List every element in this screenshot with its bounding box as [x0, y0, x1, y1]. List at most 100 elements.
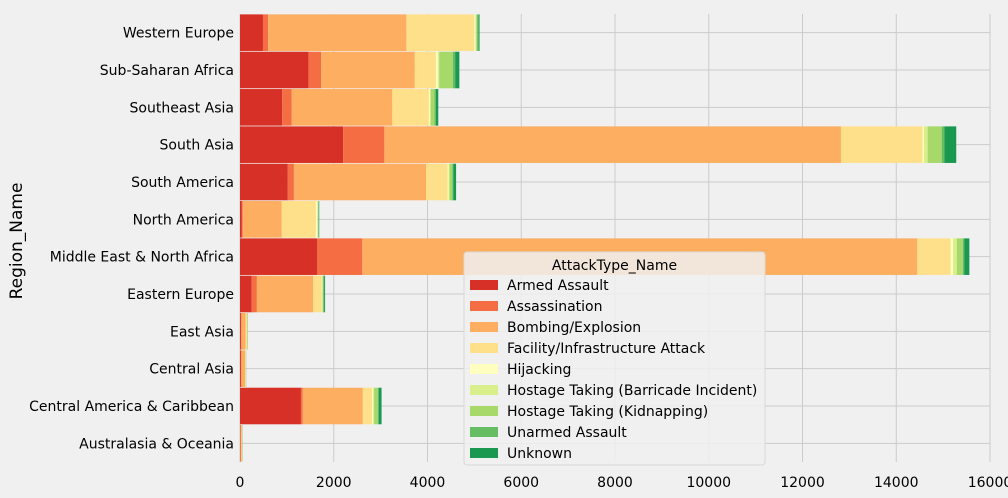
x-tick-label: 8000 [597, 475, 633, 491]
legend-entry: Armed Assault [507, 278, 609, 294]
bar-segment [302, 387, 363, 425]
x-tick-label: 2000 [316, 475, 352, 491]
x-tick-label: 10000 [686, 475, 731, 491]
bar-segment [240, 201, 242, 238]
bar-segment [262, 14, 269, 51]
y-tick-label: Middle East & North Africa [50, 250, 234, 266]
bar-segment [435, 51, 438, 89]
bar-segment [392, 89, 429, 126]
bar-segment [435, 89, 439, 126]
y-tick-label: North America [133, 212, 234, 228]
bar-segment [474, 14, 476, 51]
bar-segment [384, 126, 841, 163]
bar-segment [453, 163, 457, 201]
y-tick-label: Central America & Caribbean [29, 399, 234, 415]
legend-entry: Facility/Infrastructure Attack [507, 341, 706, 357]
bar-segment [406, 14, 475, 51]
bar-segment [927, 126, 942, 163]
bar-segment [291, 89, 393, 126]
y-tick-labels: Western Europe Sub-Saharan Africa Southeas… [29, 26, 234, 453]
bar-segment [240, 313, 241, 350]
bar-segment [240, 163, 288, 201]
bar-segment [426, 163, 448, 201]
bar-segment [251, 275, 257, 313]
bar-segment [439, 51, 453, 89]
bar-segment [430, 89, 435, 126]
legend-swatch [470, 385, 498, 395]
legend-entry: Unarmed Assault [507, 425, 627, 441]
bar-segment [323, 275, 325, 313]
bar-segment [362, 387, 373, 425]
bar-segment [452, 51, 456, 89]
bar-segment [944, 126, 957, 163]
bar-segment [287, 163, 294, 201]
legend-swatch [470, 301, 498, 311]
bar-segment [241, 201, 243, 238]
x-tick-label: 16000 [968, 475, 1008, 491]
x-tick-label: 6000 [503, 475, 539, 491]
bar-segment [941, 126, 945, 163]
bar-segment [414, 51, 436, 89]
bar-segment [378, 387, 382, 425]
legend-swatch [470, 406, 498, 416]
legend-entry: Unknown [507, 446, 572, 462]
bar-segment [281, 201, 316, 238]
legend-swatch [470, 427, 498, 437]
bar-segment [240, 387, 301, 425]
bar-segment [477, 14, 479, 51]
bar-segment [455, 51, 460, 89]
bar-segment [240, 425, 242, 462]
y-tick-label: Southeast Asia [130, 100, 234, 116]
y-axis-label: Region_Name [7, 183, 27, 300]
bar-segment [917, 238, 951, 275]
bar-segment [447, 163, 449, 201]
bar-segment [434, 89, 436, 126]
bar-segment [449, 163, 453, 201]
bar-segment [372, 387, 374, 425]
bar-segment [478, 14, 480, 51]
bar-segment [964, 238, 970, 275]
legend-entry: Hostage Taking (Kidnapping) [507, 404, 708, 420]
legend-swatch [470, 343, 498, 353]
legend-entry: Hijacking [507, 362, 571, 378]
grid [239, 14, 991, 462]
x-tick-label: 14000 [874, 475, 919, 491]
legend-swatch [470, 364, 498, 374]
bar-segment [428, 89, 430, 126]
bar-segment [293, 163, 427, 201]
bar-segment [324, 275, 326, 313]
legend-entry: Hostage Taking (Barricade Incident) [507, 383, 757, 399]
bar-segment [241, 313, 246, 350]
bar-segment [282, 89, 292, 126]
legend-swatch [470, 280, 498, 290]
bar-segment [321, 275, 323, 313]
bar-segment [240, 14, 263, 51]
legend-swatch [470, 448, 498, 458]
bar-segment [962, 238, 965, 275]
bar-segment [268, 14, 407, 51]
bar-segment [240, 89, 283, 126]
bar-segment [242, 201, 282, 238]
bar-segment [437, 51, 440, 89]
bar-segment [300, 387, 303, 425]
x-tick-label: 12000 [780, 475, 825, 491]
y-tick-label: Western Europe [123, 26, 234, 42]
bar-segment [374, 387, 378, 425]
bar-segment [321, 51, 415, 89]
bar-segment [317, 238, 363, 275]
bar-segment [923, 126, 928, 163]
y-tick-label: South Asia [160, 138, 234, 154]
legend-entry: Assassination [507, 299, 603, 315]
bar-segment [343, 126, 385, 163]
bar-segment [922, 126, 924, 163]
legend-box [463, 251, 766, 466]
bar-segment [240, 350, 241, 387]
bar-segment [240, 126, 344, 163]
bar-segment [950, 238, 953, 275]
bar-segment [476, 14, 478, 51]
bar-segment [373, 387, 375, 425]
bar-segment [452, 163, 454, 201]
bar-segment [240, 238, 318, 275]
y-tick-label: Sub-Saharan Africa [100, 63, 234, 79]
